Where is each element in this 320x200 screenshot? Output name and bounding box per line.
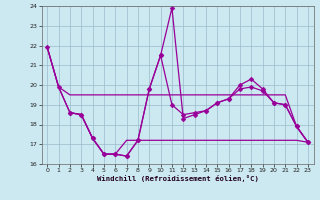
X-axis label: Windchill (Refroidissement éolien,°C): Windchill (Refroidissement éolien,°C) [97,175,259,182]
